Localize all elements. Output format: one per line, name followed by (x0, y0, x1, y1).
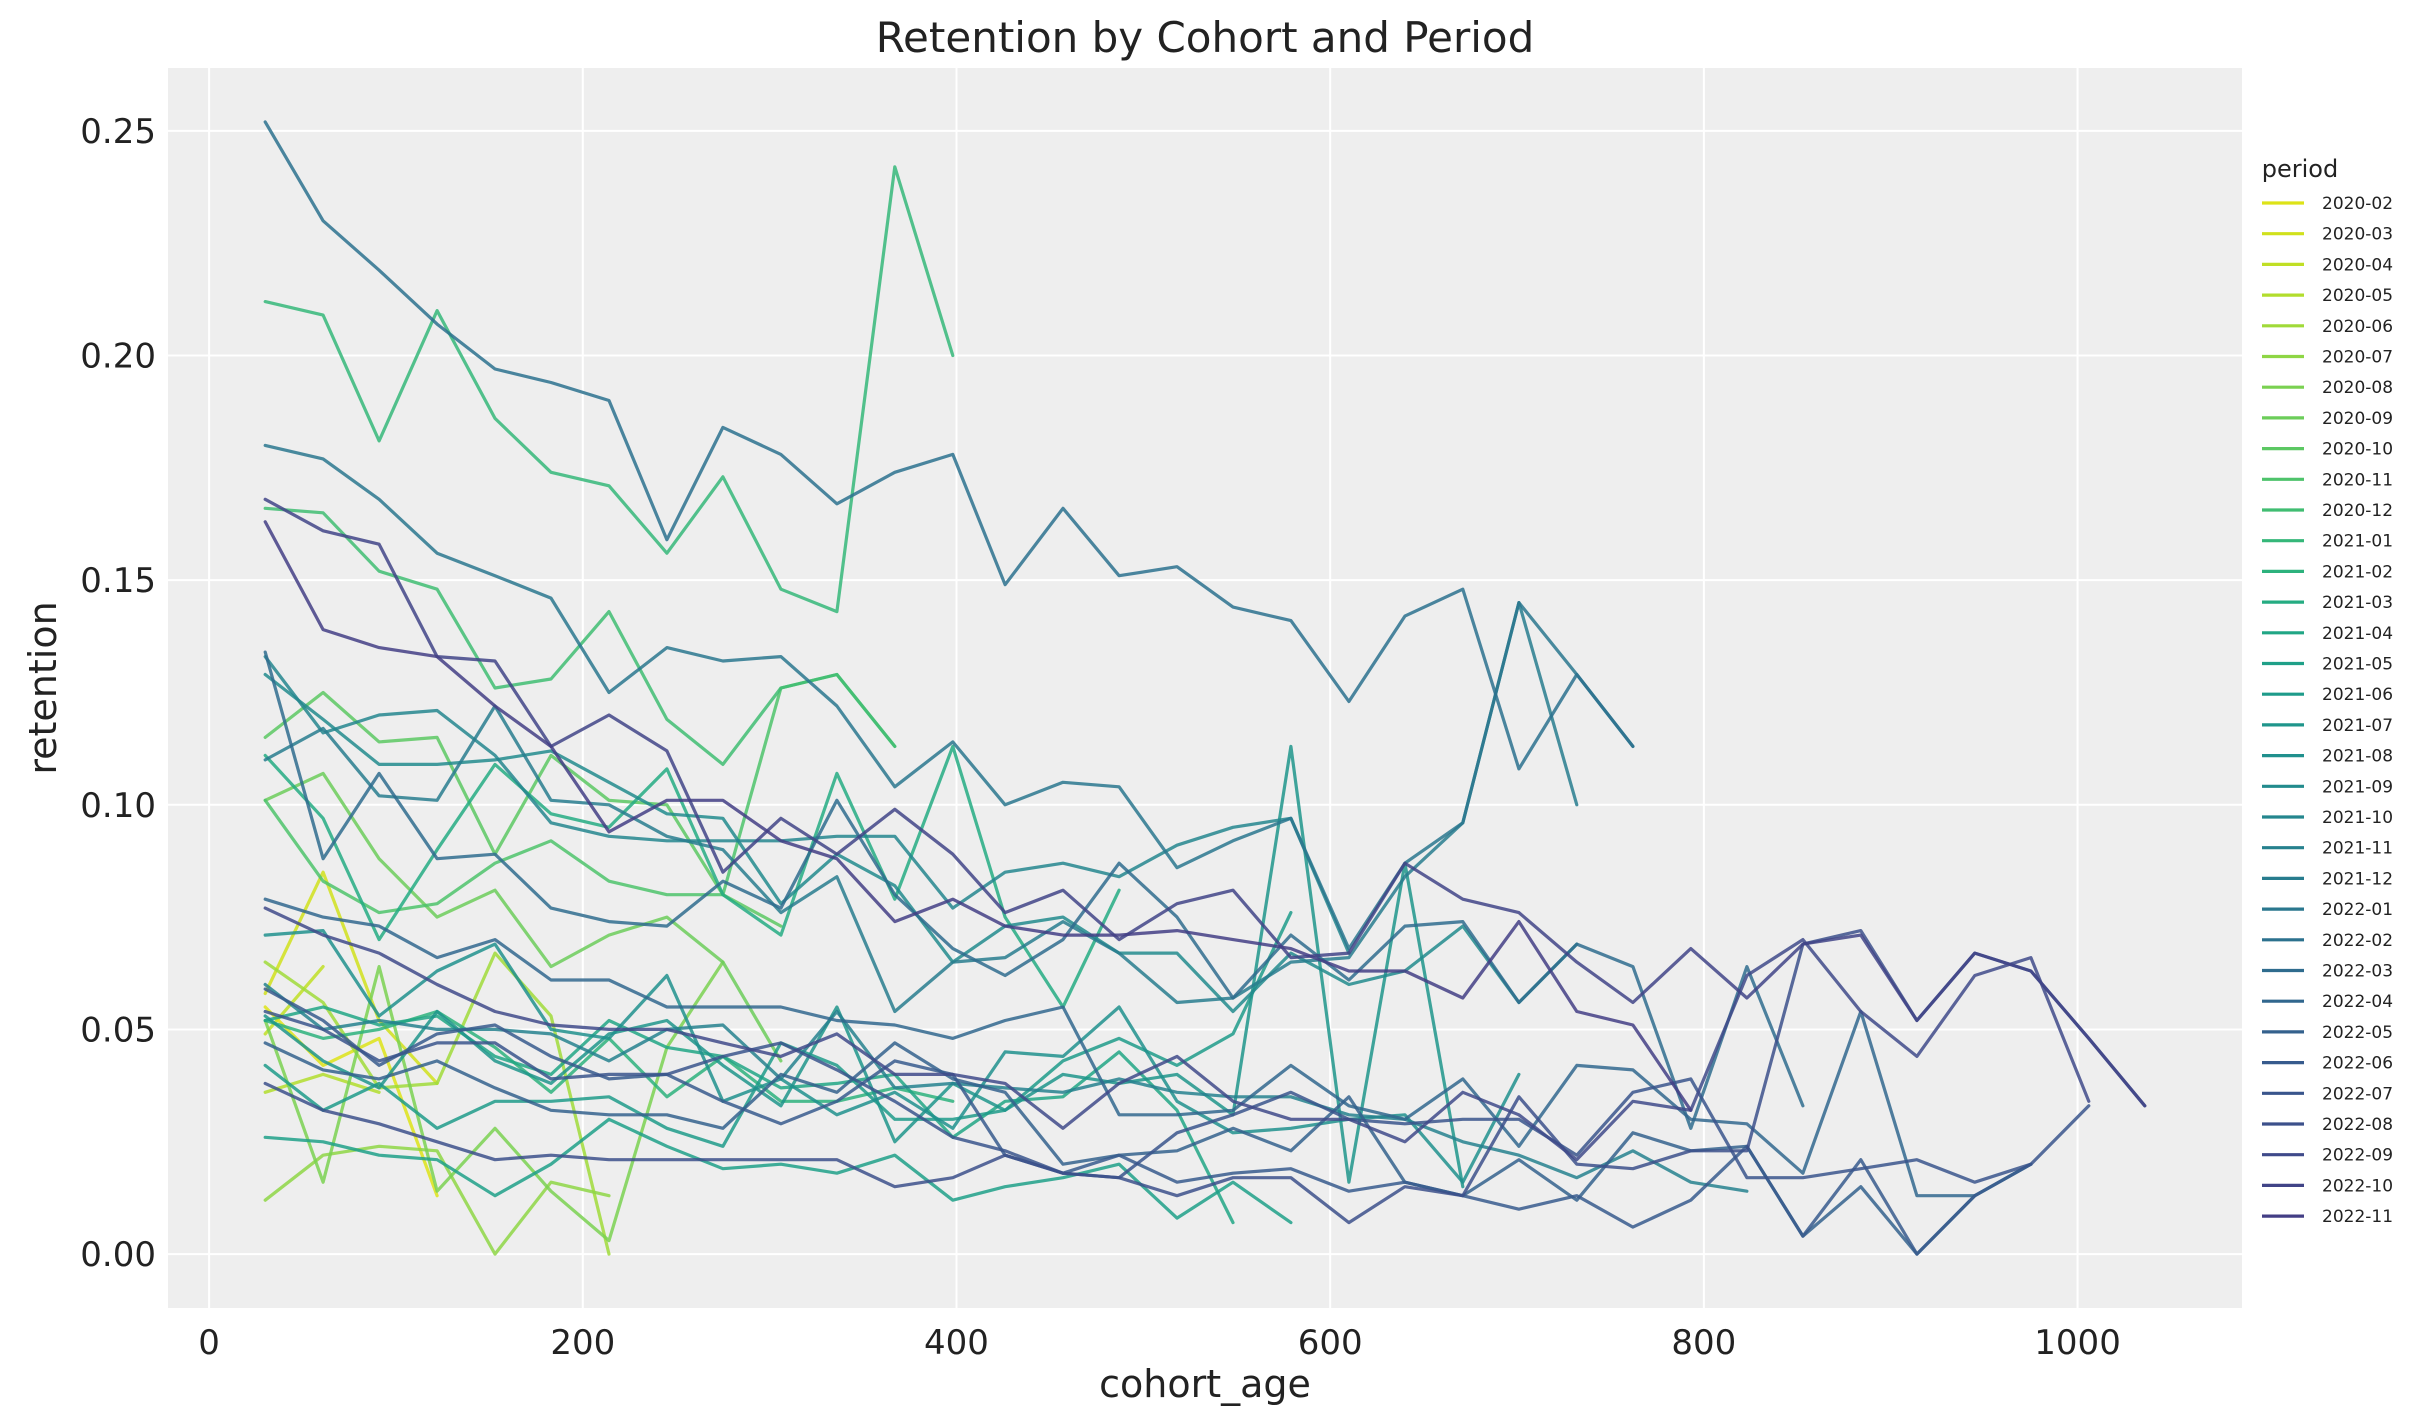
legend-entry-label: 2020-12 (2322, 501, 2393, 521)
y-axis-ticks: 0.00 0.05 0.10 0.15 0.20 0.25 (80, 112, 156, 1275)
x-tick-label: 1000 (2034, 1323, 2121, 1363)
x-axis-ticks: 0 200 400 600 800 1000 (198, 1323, 2121, 1363)
series-line-2021-05 (263, 1117, 1293, 1225)
series-line-2020-05 (263, 1072, 381, 1094)
series-line-2020-08 (263, 960, 725, 1243)
series-line-2021-01 (263, 165, 955, 614)
legend-entry-label: 2021-03 (2322, 593, 2393, 613)
series-line-2022-07 (263, 1009, 2091, 1184)
series-line-2022-06 (263, 987, 2033, 1256)
legend-entry-label: 2022-03 (2322, 962, 2393, 982)
series-line-2021-11 (263, 982, 1749, 1193)
legend-entry-label: 2021-08 (2322, 747, 2393, 767)
x-tick-label: 0 (198, 1323, 220, 1363)
series-line-2020-10 (263, 690, 783, 928)
legend-entry-label: 2022-02 (2322, 931, 2393, 951)
legend-entry-label: 2021-10 (2322, 808, 2393, 828)
x-axis-label: cohort_age (1099, 1362, 1311, 1406)
legend-entry-label: 2020-08 (2322, 378, 2393, 398)
plot-area (168, 68, 2242, 1308)
legend-entry-label: 2021-02 (2322, 562, 2393, 582)
legend: period 2020-02 2020-03 2020-04 2020-05 2020-… (2262, 155, 2393, 1227)
legend-entry-label: 2022-06 (2322, 1054, 2393, 1074)
legend-entry-label: 2020-10 (2322, 440, 2393, 460)
legend-entry-label: 2022-10 (2322, 1176, 2393, 1196)
series-line-2021-08 (263, 928, 1521, 1184)
legend-entry-label: 2021-07 (2322, 716, 2393, 736)
series-line-2022-11 (263, 520, 1693, 1112)
x-tick-label: 400 (924, 1323, 989, 1363)
legend-entry-label: 2020-04 (2322, 255, 2393, 275)
series-line-2022-03 (263, 650, 1805, 1130)
legend-entry-label: 2022-07 (2322, 1084, 2393, 1104)
y-tick-label: 0.15 (80, 561, 156, 601)
legend-entry-label: 2021-01 (2322, 532, 2393, 552)
series-line-2021-10 (263, 654, 1351, 955)
series-line-2020-07 (263, 1144, 611, 1256)
legend-entry-label: 2020-09 (2322, 409, 2393, 429)
series-line-2022-04 (263, 897, 2033, 1198)
legend-entry-label: 2020-05 (2322, 286, 2393, 306)
legend-entry-label: 2021-12 (2322, 869, 2393, 889)
series-line-2022-09 (263, 906, 2091, 1162)
legend-entry-label: 2022-01 (2322, 900, 2393, 920)
legend-entry-label: 2020-11 (2322, 470, 2393, 490)
series-line-2020-02 (263, 1005, 439, 1198)
legend-entry-label: 2022-05 (2322, 1023, 2393, 1043)
y-tick-label: 0.05 (80, 1010, 156, 1050)
legend-entry-label: 2021-06 (2322, 685, 2393, 705)
legend-entry-label: 2021-11 (2322, 839, 2393, 859)
series-line-2022-10 (263, 497, 2147, 1108)
legend-entry-label: 2021-05 (2322, 655, 2393, 675)
x-tick-label: 200 (550, 1323, 615, 1363)
series-lines (263, 120, 2147, 1256)
legend-entry-label: 2021-04 (2322, 624, 2393, 644)
y-tick-label: 0.25 (80, 112, 156, 152)
series-line-2021-12 (263, 600, 1579, 1014)
x-tick-label: 600 (1298, 1323, 1363, 1363)
legend-entry-label: 2020-03 (2322, 225, 2393, 245)
legend-entry-label: 2022-08 (2322, 1115, 2393, 1135)
chart-title: Retention by Cohort and Period (876, 13, 1535, 62)
legend-entry-label: 2020-06 (2322, 317, 2393, 337)
legend-entry-label: 2022-04 (2322, 992, 2393, 1012)
series-line-2022-08 (263, 928, 2147, 1225)
legend-title: period (2262, 155, 2338, 183)
legend-entry-label: 2022-09 (2322, 1146, 2393, 1166)
series-line-2021-09 (263, 672, 1579, 1014)
legend-entry-label: 2022-11 (2322, 1207, 2393, 1227)
series-line-2020-06 (263, 951, 611, 1256)
legend-entry-label: 2021-09 (2322, 777, 2393, 797)
series-line-2022-02 (263, 120, 1635, 771)
legend-entry-label: 2020-02 (2322, 194, 2393, 214)
y-tick-label: 0.10 (80, 786, 156, 826)
series-line-2021-03 (263, 744, 1121, 1009)
x-tick-label: 800 (1671, 1323, 1736, 1363)
series-line-2021-07 (263, 744, 1465, 1189)
y-axis-label: retention (21, 601, 65, 774)
y-tick-label: 0.00 (80, 1235, 156, 1275)
y-tick-label: 0.20 (80, 337, 156, 377)
legend-entry-label: 2020-07 (2322, 348, 2393, 368)
